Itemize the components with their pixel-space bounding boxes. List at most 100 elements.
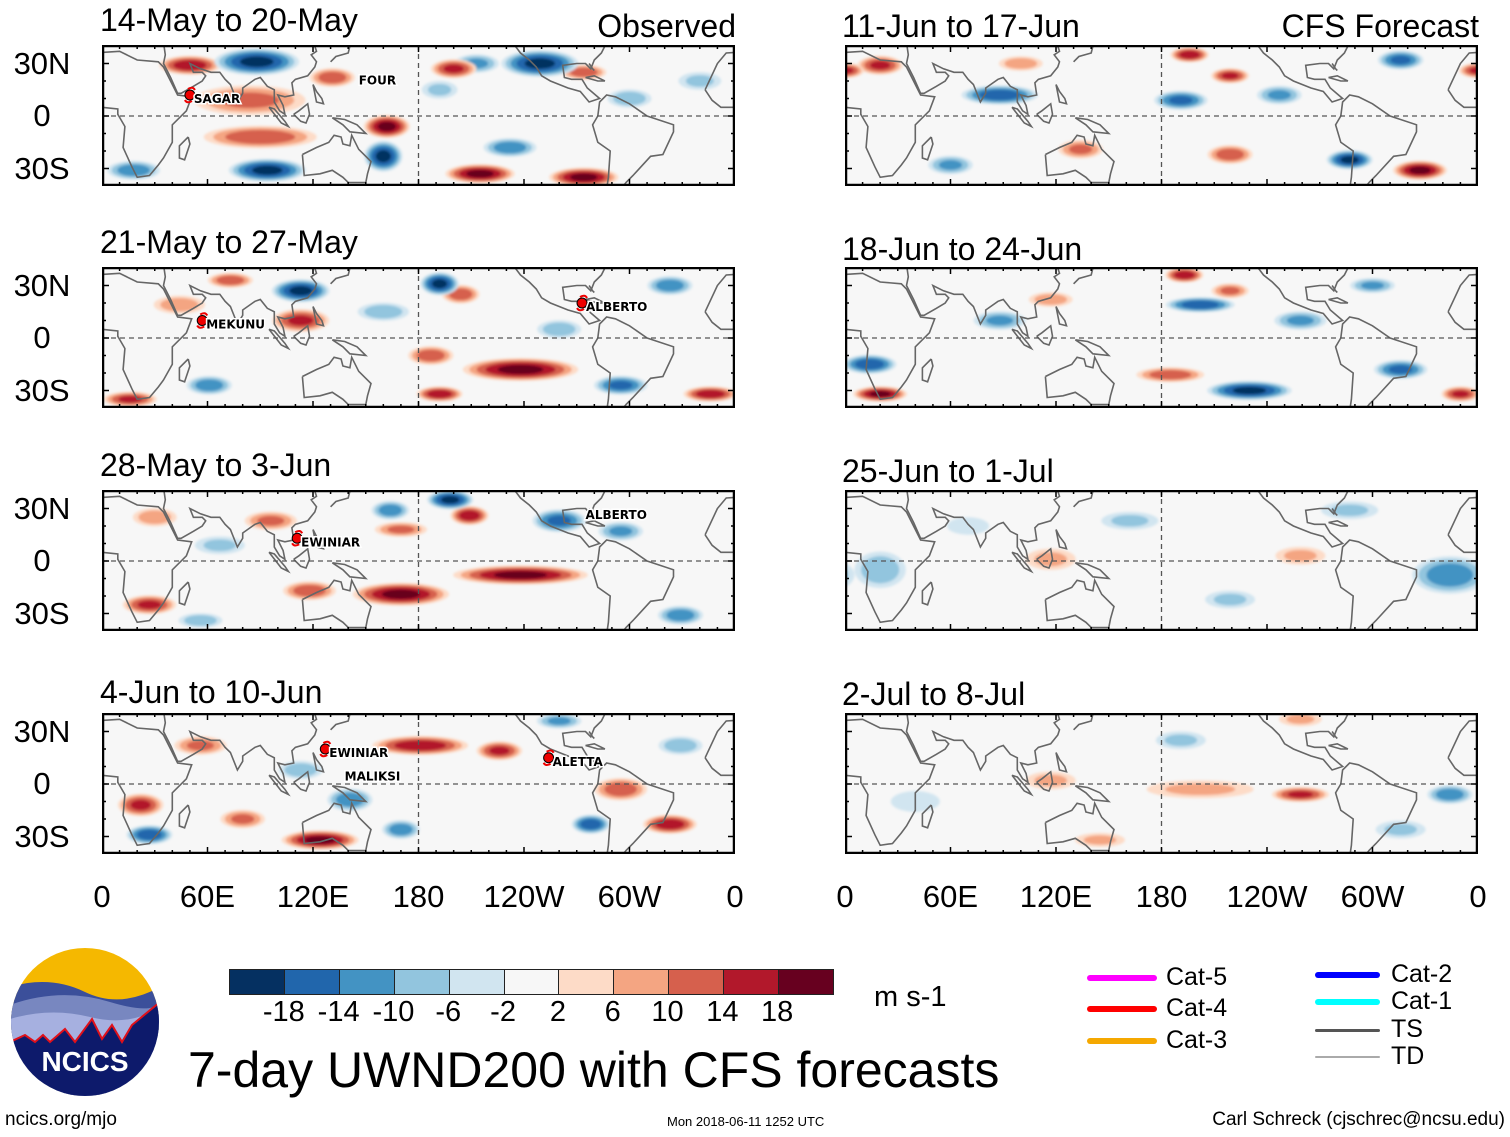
colorbar-tick-label: -14 (317, 996, 360, 1028)
storm-label: ALBERTO (586, 300, 647, 314)
coastline-madagascar (921, 136, 934, 161)
storm-label: EWINIAR (329, 746, 388, 760)
storm-label: ALBERTO (586, 508, 647, 522)
latitude-label: 0 (33, 543, 51, 578)
westerly-anomaly (220, 809, 265, 829)
hurricane-icon (576, 297, 588, 309)
coastlines (845, 45, 1478, 186)
coastline-philippines (1055, 84, 1068, 105)
easterly-anomaly (537, 320, 582, 339)
hurricane-icon (543, 752, 555, 764)
storm-alberto: ALBERTO (584, 507, 648, 524)
storm-label: EWINIAR (301, 535, 360, 549)
longitude-label: 60E (922, 879, 979, 914)
site-link[interactable]: ncics.org/mjo (5, 1109, 117, 1130)
legend-label: TD (1391, 1042, 1425, 1070)
coastline-newguinea (331, 339, 368, 357)
longitude-label: 60E (179, 879, 236, 914)
panel-title: 14-May to 20-May (100, 2, 358, 38)
coastline-samerica (591, 94, 675, 186)
colorbar-swatch (504, 970, 560, 994)
easterly-anomaly (483, 138, 537, 157)
legend-label: Cat-3 (1166, 1026, 1228, 1054)
legend-label: TS (1391, 1015, 1423, 1043)
coastline-namerica (514, 490, 606, 548)
coastline-japan (330, 267, 352, 285)
coastline-newguinea (1074, 339, 1111, 357)
storm-label: MEKUNU (206, 318, 265, 332)
coastline-madagascar (178, 804, 191, 829)
westerly-anomaly (998, 56, 1043, 71)
coastline-samerica (1334, 762, 1418, 854)
coastline-africa (102, 718, 193, 847)
wind-anomaly-field (102, 272, 735, 407)
longitude-label: 120W (1226, 879, 1308, 914)
storm-label: FOUR (359, 74, 396, 88)
easterly-anomaly (928, 155, 973, 175)
coastline-samerica (1334, 94, 1418, 186)
easterly-anomaly (427, 490, 474, 510)
coastline-newguinea (331, 562, 368, 580)
westerly-anomaly (683, 386, 735, 402)
westerly-anomaly (408, 346, 454, 365)
coastline-newguinea (1074, 785, 1111, 803)
westerly-anomaly (1275, 546, 1326, 565)
colorbar-tick-label: -10 (372, 996, 415, 1028)
easterly-anomaly (420, 272, 459, 296)
westerly-anomaly (1170, 47, 1209, 63)
coastline-japan (330, 45, 352, 63)
coastline-sumatra (1011, 328, 1034, 351)
coastline-australia (1044, 132, 1115, 184)
coastline-asia (905, 45, 1061, 117)
easterly-anomaly (1101, 511, 1159, 530)
coastline-japan (330, 490, 352, 508)
coastline-florida (1331, 285, 1338, 294)
coastline-samerica (591, 762, 675, 854)
colorbar-tick-label: 10 (651, 996, 684, 1028)
coastline-borneo (1036, 770, 1054, 792)
colorbar-swatch (724, 970, 780, 994)
storm-ewiniar: EWINIAR (291, 529, 362, 551)
westerly-anomaly (374, 522, 427, 537)
coastline-africa (845, 50, 936, 179)
legend-line-cat-3 (1087, 1038, 1157, 1044)
colorbar-swatch (230, 970, 285, 994)
easterly-anomaly (961, 85, 1038, 105)
westerly-anomaly (445, 164, 515, 184)
legend-label: Cat-4 (1166, 994, 1228, 1022)
map-panel-observed-4: EWINIAR MALIKSI ALETTA (102, 713, 735, 854)
longitude-label: 0 (836, 879, 854, 914)
coastline-asia (162, 267, 318, 339)
westerly-anomaly (1441, 386, 1478, 402)
colorbar-swatch (284, 970, 340, 994)
longitude-label: 180 (392, 879, 445, 914)
westerly-anomaly (244, 511, 297, 531)
coastline-sumatra (1011, 106, 1034, 129)
coastline-cuba (1328, 742, 1349, 750)
coastline-japan (1073, 45, 1095, 63)
coastline-philippines (1055, 306, 1068, 327)
hurricane-icon (319, 743, 331, 755)
legend-line-cat-2 (1315, 972, 1380, 978)
legend-label: Cat-2 (1391, 960, 1453, 988)
map-panel-forecast-4 (845, 713, 1478, 854)
easterly-anomaly (598, 521, 644, 541)
easterly-anomaly (364, 140, 403, 172)
easterly-anomaly (658, 736, 703, 755)
colorbar-tick-label: -2 (490, 996, 516, 1028)
easterly-anomaly (845, 354, 897, 374)
longitude-label: 60W (597, 879, 662, 914)
coastline-florida (588, 508, 595, 517)
storm-ewiniar: EWINIAR (319, 740, 390, 762)
map-panel-observed-3: EWINIAR ALBERTO (102, 490, 735, 631)
easterly-anomaly (357, 302, 409, 321)
coastline-borneo (293, 102, 311, 124)
coastlines (102, 267, 735, 408)
easterly-anomaly (947, 517, 990, 535)
coastline-namerica (1257, 490, 1349, 548)
easterly-anomaly (501, 50, 579, 77)
coastline-cuba (585, 74, 606, 82)
westerly-anomaly (594, 778, 648, 801)
easterly-anomaly (1207, 380, 1292, 401)
easterly-anomaly (186, 375, 232, 395)
